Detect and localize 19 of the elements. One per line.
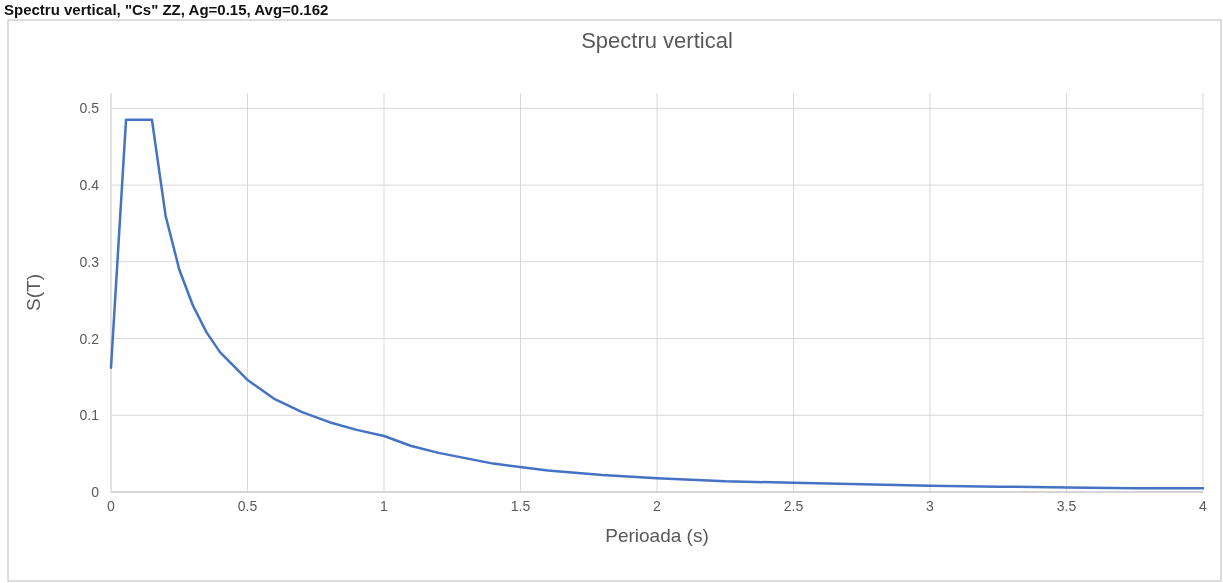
text: Spectru vertical, "Cs" ZZ, Ag=0.15, Avg=0.162: [4, 1, 329, 18]
x-tick-label: 2: [653, 498, 662, 514]
chart-title: Spectru vertical: [581, 28, 733, 53]
x-tick-label: 0: [107, 498, 116, 514]
x-tick-label: 1.5: [510, 498, 531, 514]
y-tick-label: 0: [91, 484, 100, 500]
y-tick-label: 0.3: [79, 253, 100, 270]
x-tick-label: 0.5: [237, 498, 258, 514]
y-tick-label: 0.4: [79, 177, 100, 194]
y-tick-label: 0.1: [79, 407, 100, 424]
x-axis-title: Perioada (s): [605, 525, 709, 546]
x-tick-label: 3.5: [1056, 498, 1077, 514]
x-tick-label: 2.5: [783, 498, 804, 514]
y-tick-label: 0.5: [79, 100, 100, 117]
x-tick-label: 4: [1199, 498, 1208, 514]
x-tick-label: 1: [380, 498, 389, 514]
y-tick-label: 0.2: [79, 330, 100, 347]
x-tick-label: 3: [926, 498, 935, 514]
y-axis-title: S(T): [23, 274, 44, 311]
